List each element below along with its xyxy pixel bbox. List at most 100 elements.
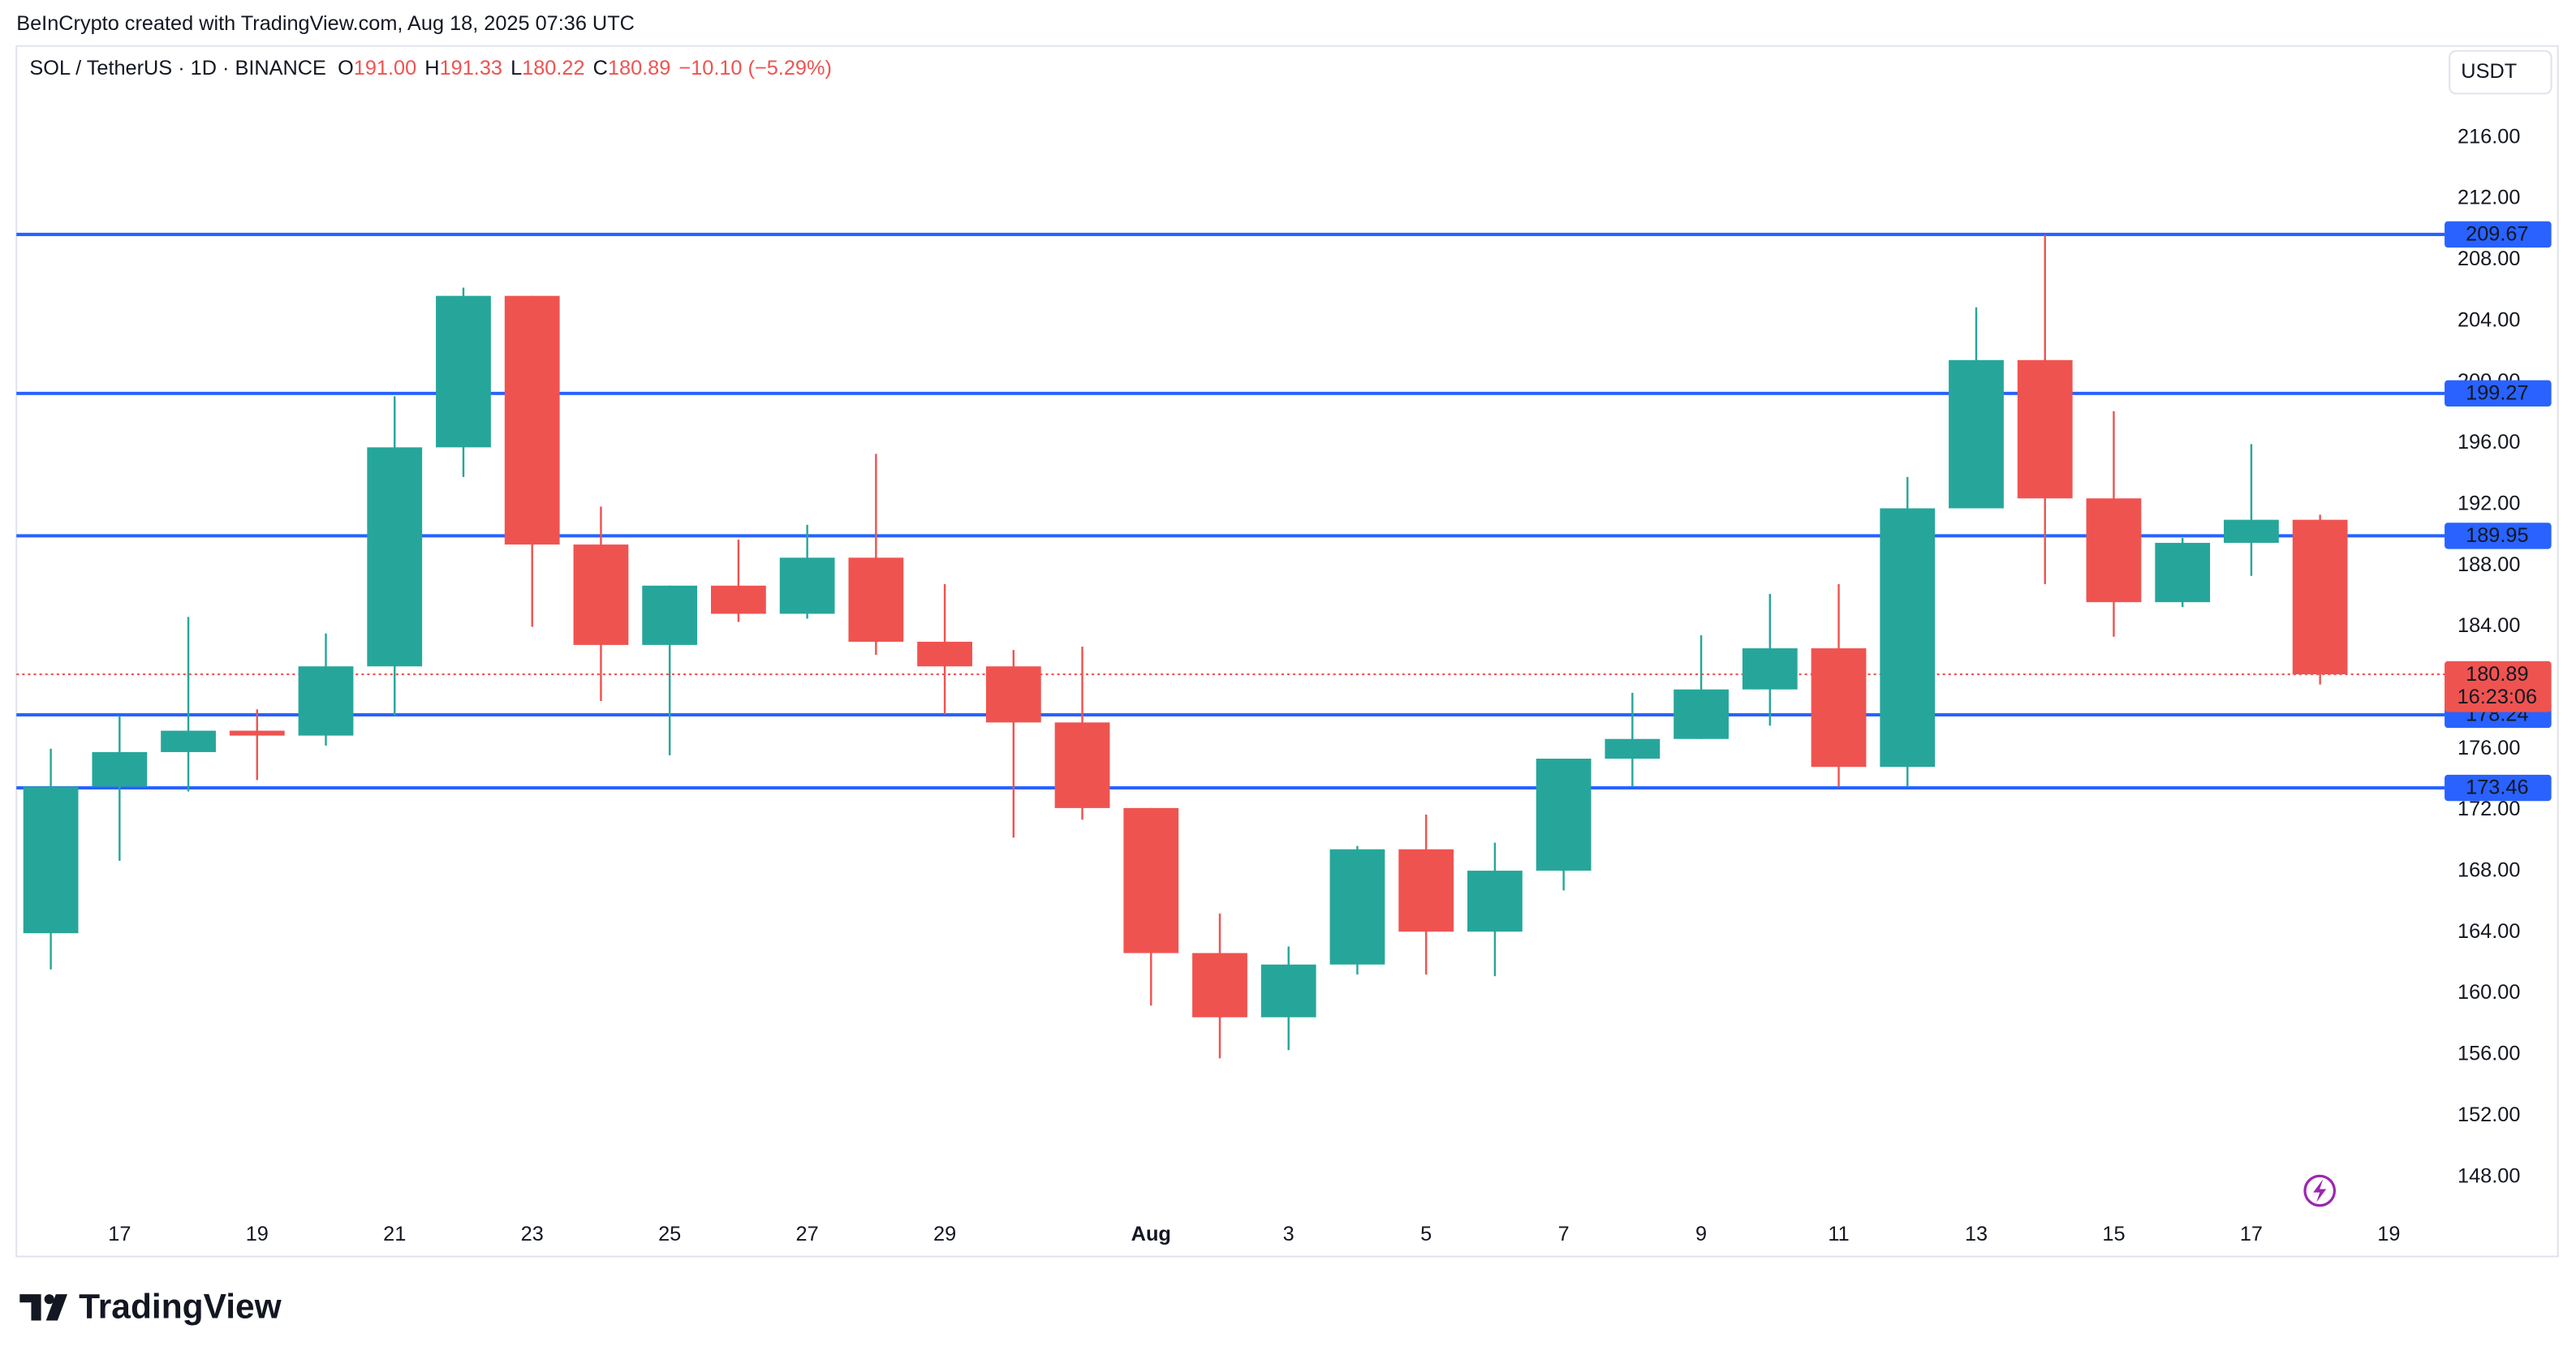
countdown: 16:23:06 <box>2458 686 2537 708</box>
candle-body <box>2224 519 2279 544</box>
ohlc-legend: SOL / TetherUS · 1D · BINANCE O191.00 H191… <box>29 57 831 80</box>
candle-body <box>367 447 423 667</box>
plot: 148.00 152.00 156.00 160.00 164.00 168.00 172.… <box>16 125 2552 1245</box>
candle-body <box>229 730 285 736</box>
x-tick-label: 19 <box>2377 1223 2400 1245</box>
x-tick-label: 21 <box>383 1223 406 1245</box>
level-label: 209.67 <box>2466 223 2528 246</box>
candle-body <box>2017 359 2073 499</box>
alert-icon[interactable] <box>2303 1174 2337 1207</box>
candle-body <box>1260 964 1316 1017</box>
candle-body <box>298 666 354 736</box>
level-label-bg <box>2445 523 2552 549</box>
x-tick-label: 23 <box>521 1223 544 1245</box>
candle-body <box>985 666 1041 723</box>
legend-value: 180.22 <box>522 57 584 80</box>
y-tick-label: 172.00 <box>2458 798 2520 820</box>
currency[interactable]: USDT <box>2461 60 2517 83</box>
candle-body <box>711 585 766 614</box>
candle-body <box>2155 543 2211 603</box>
candle-body <box>23 786 79 934</box>
y-tick-label: 208.00 <box>2458 247 2520 270</box>
level-label-bg <box>2445 774 2552 802</box>
candle-body <box>1467 871 1523 932</box>
y-tick-label: 148.00 <box>2458 1164 2520 1187</box>
logo-shape <box>19 1294 41 1321</box>
alert-circle[interactable] <box>2303 1174 2337 1207</box>
x-tick-label: 7 <box>1558 1223 1570 1245</box>
candle-body <box>1605 738 1661 759</box>
symbol: SOL / TetherUS · 1D · BINANCE <box>29 57 326 80</box>
x-tick-label: 15 <box>2102 1223 2125 1245</box>
x-tick-label: 27 <box>796 1223 819 1245</box>
x-tick-label: 25 <box>658 1223 681 1245</box>
candle-body <box>504 295 560 545</box>
x-tick-label: 17 <box>2240 1223 2263 1245</box>
candle-body <box>2086 498 2142 603</box>
legend-label: H <box>424 57 439 80</box>
y-tick-label: 192.00 <box>2458 492 2520 514</box>
level-label: 173.46 <box>2466 776 2528 799</box>
level-label: 199.27 <box>2466 382 2528 405</box>
candle-body <box>161 730 216 752</box>
change: −10.10 (−5.29%) <box>678 57 831 80</box>
candle-body <box>1329 849 1385 965</box>
candle-body <box>1949 359 2004 509</box>
y-tick-label: 164.00 <box>2458 920 2520 943</box>
tradingview-logo <box>19 1294 67 1321</box>
x-tick-label: 5 <box>1420 1223 1432 1245</box>
legend-label: L <box>510 57 522 80</box>
y-tick-label: 188.00 <box>2458 553 2520 576</box>
x-tick-label: Aug <box>1131 1223 1171 1245</box>
legend-value: 180.89 <box>608 57 670 80</box>
x-tick-label: 17 <box>108 1223 131 1245</box>
alert-bolt[interactable] <box>2313 1179 2327 1202</box>
candle-body <box>1811 648 1867 768</box>
candle-body <box>2292 519 2348 675</box>
candle-body <box>642 585 698 645</box>
legend-text: SOL / TetherUS · 1D · BINANCE O191.00 H191… <box>29 57 831 80</box>
logo-slash <box>45 1294 67 1321</box>
x-tick-label: 11 <box>1828 1223 1849 1245</box>
level-label-bg <box>2445 380 2552 407</box>
candle-body <box>1674 689 1729 739</box>
legend-label: O <box>338 57 354 80</box>
x-tick-label: 19 <box>246 1223 269 1245</box>
last-price-bg <box>2445 660 2552 712</box>
x-tick-label: 9 <box>1695 1223 1707 1245</box>
candle-body <box>1192 953 1247 1017</box>
chart-frame <box>15 45 2559 1258</box>
y-tick-label: 168.00 <box>2458 859 2520 882</box>
logo-dot <box>44 1294 54 1305</box>
candle-body <box>848 557 904 642</box>
candle-body <box>1536 759 1592 871</box>
candle-body <box>1880 508 1936 768</box>
candle-body <box>917 641 972 667</box>
candle-body <box>92 751 148 787</box>
candle-body <box>779 557 835 614</box>
candle-body <box>436 295 491 448</box>
x-tick-label: 3 <box>1283 1223 1294 1245</box>
level-label: 189.95 <box>2466 524 2528 547</box>
currency-button[interactable] <box>2449 49 2552 95</box>
candle-body <box>573 544 629 645</box>
candle-body <box>1742 648 1798 690</box>
y-tick-label: 156.00 <box>2458 1043 2520 1065</box>
y-tick-label: 176.00 <box>2458 737 2520 759</box>
x-tick-label: 13 <box>1965 1223 1988 1245</box>
attribution: BeInCrypto created with TradingView.com,… <box>16 12 635 35</box>
brand: TradingView <box>79 1288 282 1327</box>
candle-body <box>1054 722 1110 808</box>
y-tick-label: 216.00 <box>2458 125 2520 148</box>
x-tick-label: 29 <box>933 1223 956 1245</box>
legend-value: 191.33 <box>440 57 502 80</box>
y-tick-label: 160.00 <box>2458 981 2520 1004</box>
last-price-label: 180.89 <box>2466 663 2528 686</box>
y-tick-label: 204.00 <box>2458 308 2520 331</box>
legend-value: 191.00 <box>354 57 416 80</box>
level-label-bg <box>2445 221 2552 248</box>
y-tick-label: 152.00 <box>2458 1103 2520 1126</box>
